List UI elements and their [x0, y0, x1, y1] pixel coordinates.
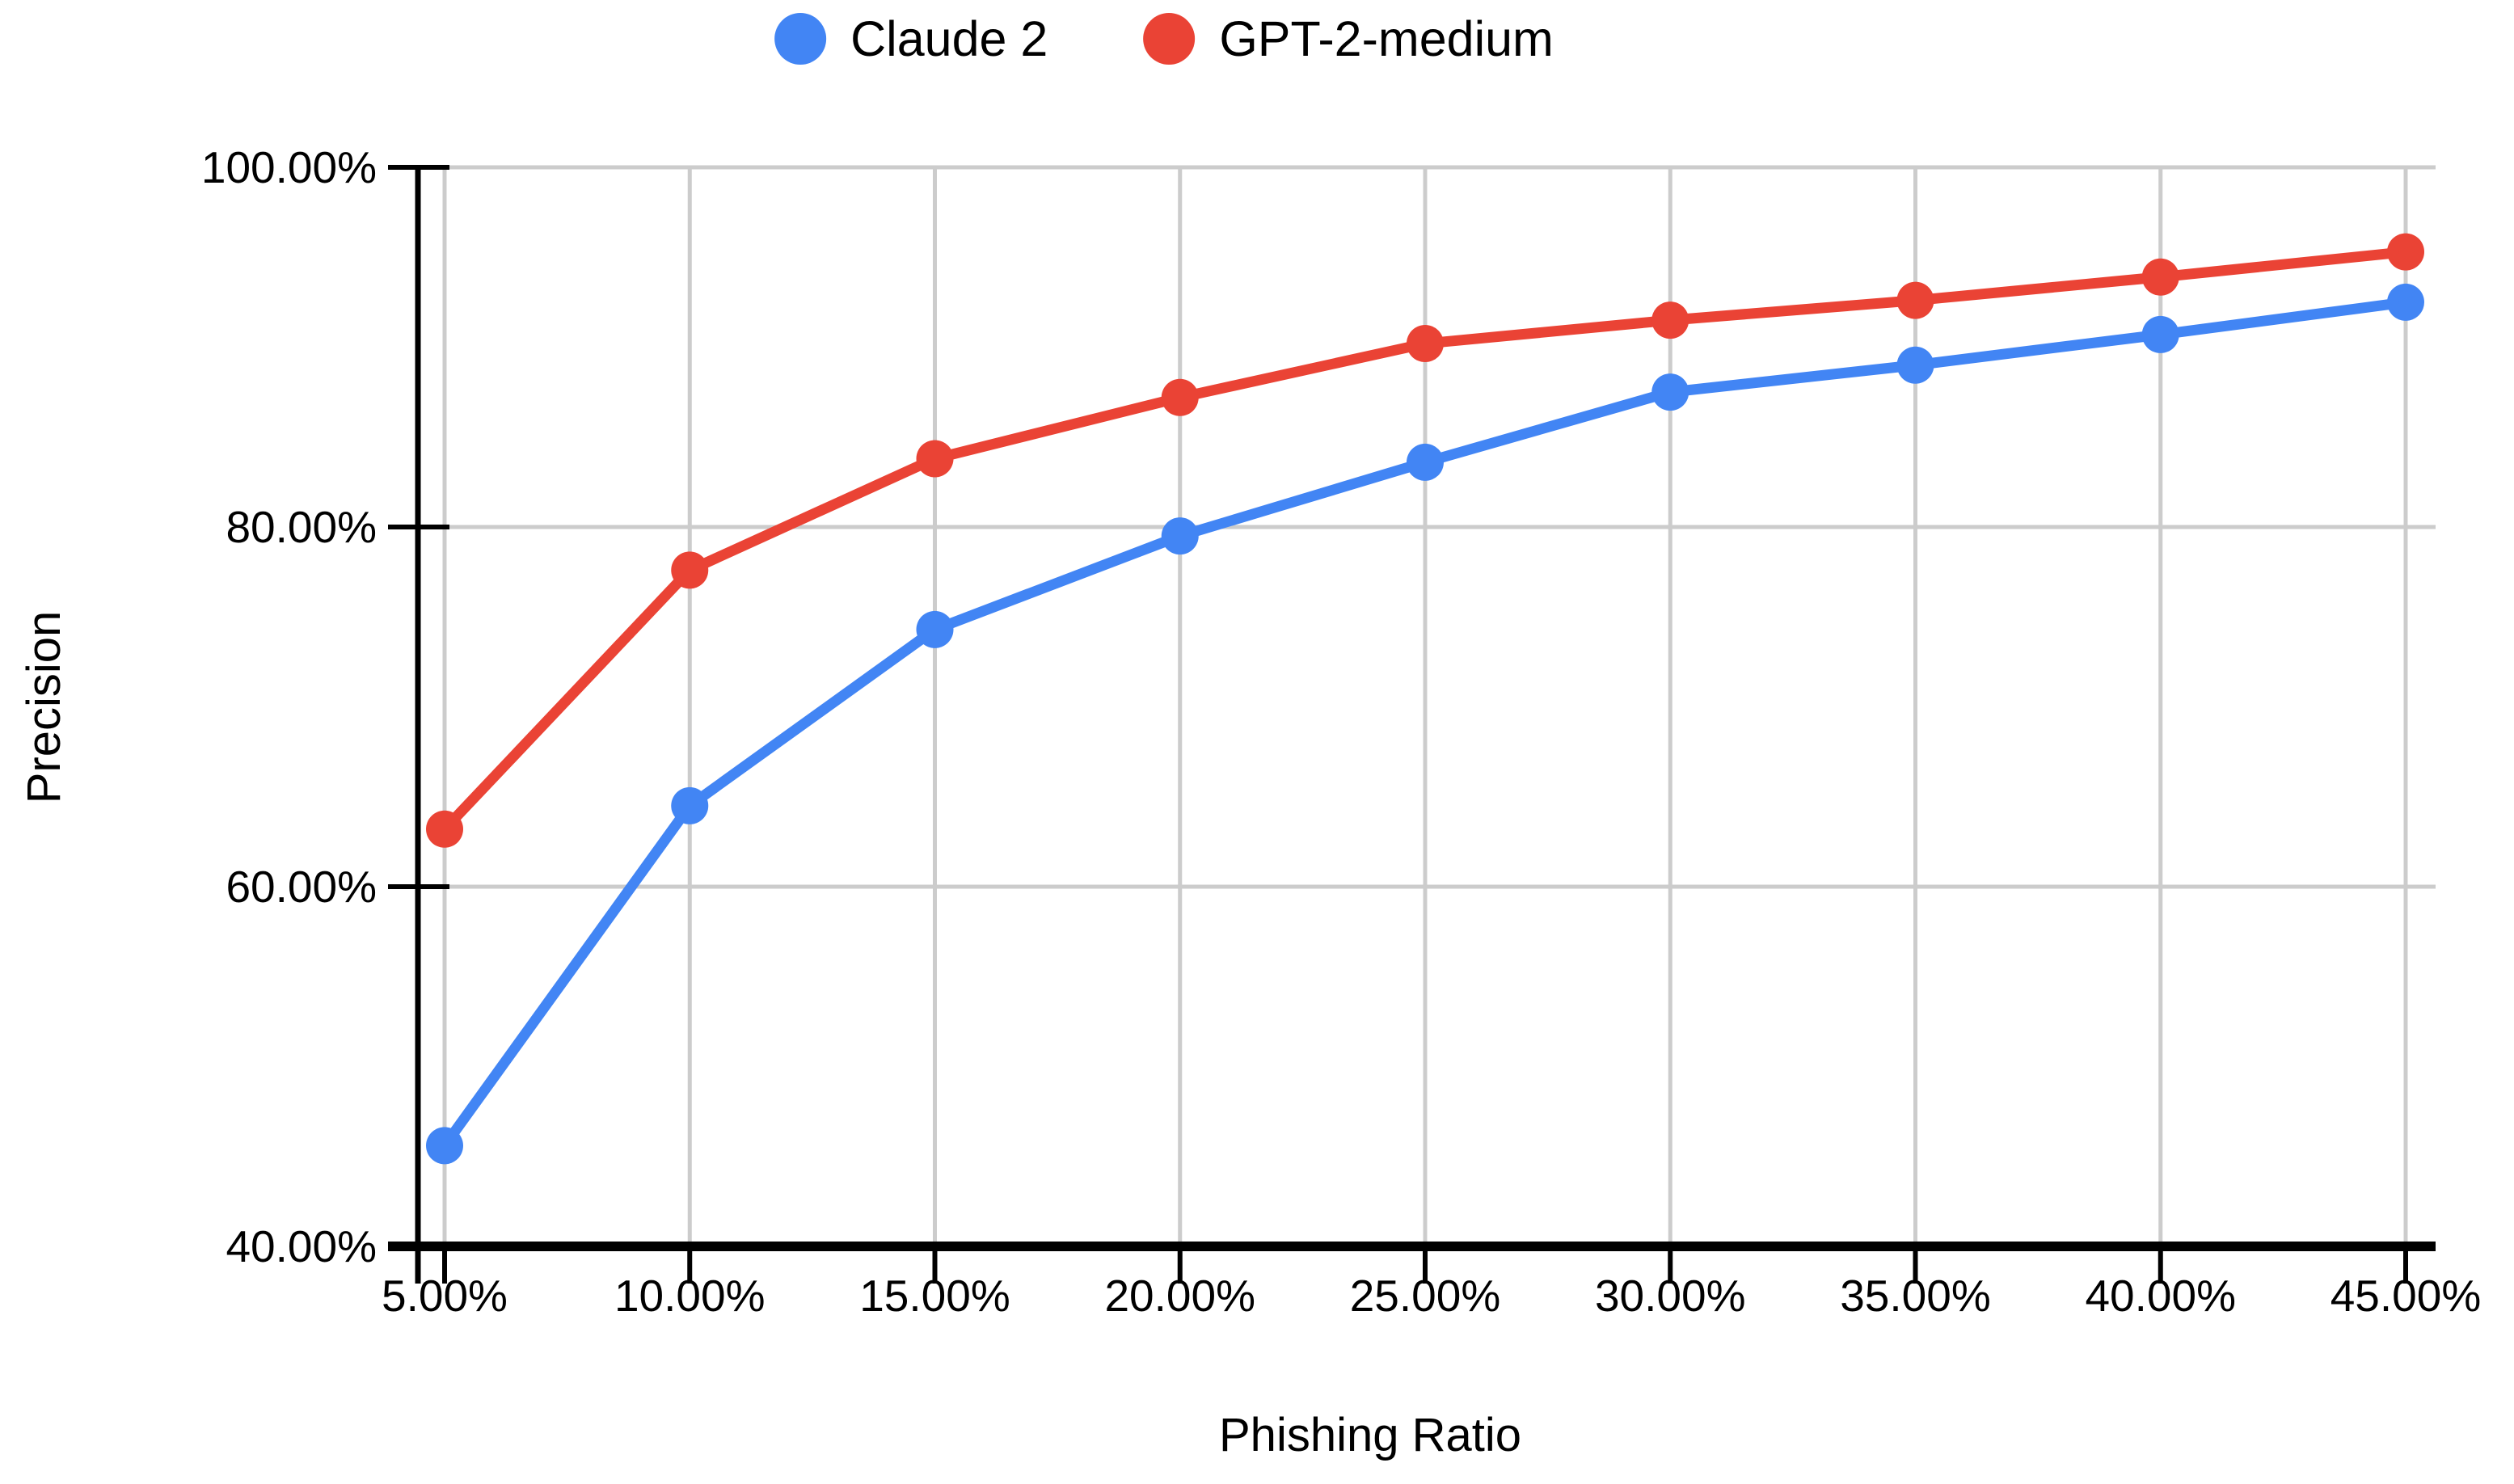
x-tick-label: 35.00% [1840, 1271, 1991, 1321]
data-point-claude-2 [1407, 443, 1444, 481]
data-point-claude-2 [671, 786, 709, 824]
data-point-claude-2 [916, 610, 954, 648]
x-tick-label: 30.00% [1595, 1271, 1746, 1321]
x-tick-label: 45.00% [2331, 1271, 2482, 1321]
data-point-gpt-2-medium [916, 440, 954, 478]
legend-dot-gpt-2-medium [1143, 13, 1196, 65]
y-tick-label: 100.00% [201, 142, 377, 192]
data-point-claude-2 [426, 1127, 463, 1165]
data-point-gpt-2-medium [426, 810, 463, 848]
axis-ticks [388, 165, 2408, 1284]
legend-item-gpt-2-medium: GPT-2-medium [1143, 13, 1554, 65]
x-tick-label: 10.00% [614, 1271, 766, 1321]
data-point-gpt-2-medium [2141, 258, 2179, 296]
y-axis-title: Precision [18, 611, 70, 804]
x-tick-label: 5.00% [382, 1271, 508, 1321]
data-point-claude-2 [1161, 517, 1199, 555]
axes [388, 167, 2436, 1284]
data-point-claude-2 [1651, 373, 1689, 411]
data-point-gpt-2-medium [2387, 233, 2424, 271]
data-point-gpt-2-medium [1161, 378, 1199, 416]
legend-label-gpt-2-medium: GPT-2-medium [1219, 11, 1554, 66]
legend-label-claude-2: Claude 2 [850, 11, 1048, 66]
x-tick-label: 20.00% [1104, 1271, 1255, 1321]
data-point-claude-2 [2141, 315, 2179, 353]
data-point-claude-2 [1896, 346, 1934, 384]
legend-dot-claude-2 [774, 13, 827, 65]
x-axis-title: Phishing Ratio [1219, 1409, 1521, 1461]
x-tick-label: 15.00% [859, 1271, 1010, 1321]
y-tick-label: 80.00% [226, 502, 377, 552]
data-point-gpt-2-medium [1896, 281, 1934, 319]
tick-labels: 40.00% 60.00% 80.00% 100.00% 5.00% 10.00% 15.0… [201, 142, 2481, 1321]
y-tick-label: 60.00% [226, 862, 377, 912]
gridlines [418, 165, 2436, 1246]
data-point-gpt-2-medium [671, 551, 709, 589]
x-tick-label: 40.00% [2085, 1271, 2236, 1321]
data-point-gpt-2-medium [1407, 325, 1444, 363]
data-point-gpt-2-medium [1651, 301, 1689, 339]
data-point-claude-2 [2387, 283, 2424, 321]
x-tick-label: 25.00% [1350, 1271, 1501, 1321]
legend-item-claude-2: Claude 2 [774, 13, 1048, 65]
data-series [426, 233, 2424, 1165]
legend: Claude 2 GPT-2-medium [774, 13, 1554, 65]
y-tick-label: 40.00% [226, 1221, 377, 1271]
